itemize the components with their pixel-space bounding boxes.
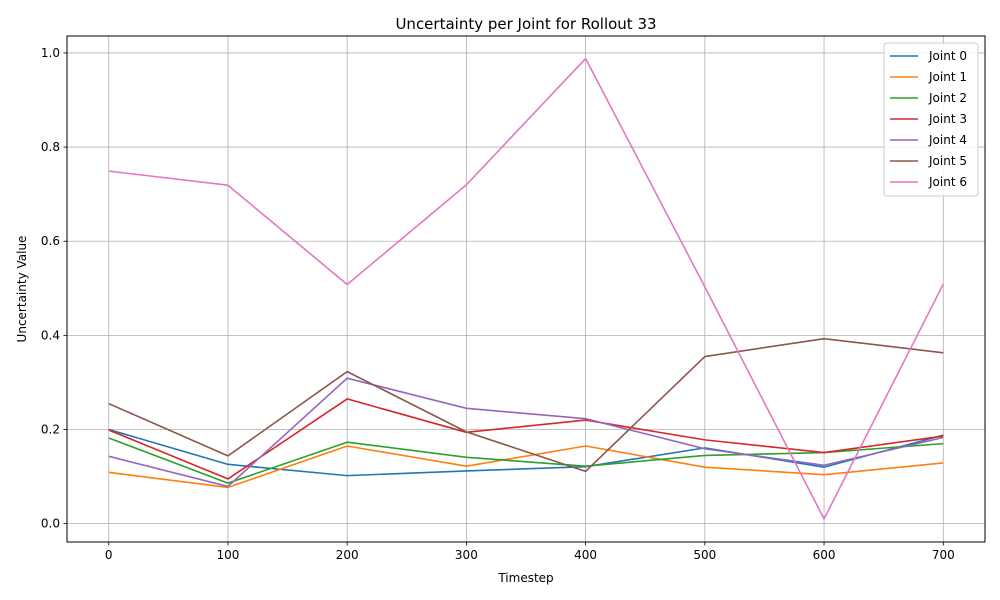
x-tick-label: 700: [932, 548, 955, 562]
y-tick-label: 0.0: [41, 517, 60, 531]
x-tick-label: 400: [574, 548, 597, 562]
legend-label: Joint 6: [928, 175, 967, 189]
y-tick-label: 1.0: [41, 46, 60, 60]
legend-label: Joint 1: [928, 70, 967, 84]
y-axis-title: Uncertainty Value: [15, 236, 29, 343]
series-line-joint-5: [108, 337, 944, 473]
y-tick-label: 0.2: [41, 423, 60, 437]
series-line-joint-1: [108, 445, 944, 489]
x-tick-label: 300: [455, 548, 478, 562]
legend-label: Joint 4: [928, 133, 967, 147]
series-line-joint-2: [108, 437, 944, 484]
series-line-joint-3: [108, 398, 944, 480]
x-tick-label: 100: [216, 548, 239, 562]
series-lines: [108, 57, 944, 520]
x-tick-label: 500: [693, 548, 716, 562]
x-tick-label: 600: [813, 548, 836, 562]
legend-box: [883, 42, 979, 197]
legend-label: Joint 2: [928, 91, 967, 105]
legend-label: Joint 5: [928, 154, 967, 168]
chart-title: Uncertainty per Joint for Rollout 33: [395, 15, 656, 33]
legend: Joint 0 Joint 1 Joint 2 Joint 3 Joint 4 Joint…: [883, 42, 979, 197]
y-tick-label: 0.6: [41, 234, 60, 248]
x-axis-title: Timestep: [497, 571, 553, 585]
series-line-joint-6: [108, 57, 944, 520]
y-tick-label: 0.4: [41, 328, 60, 342]
x-tick-label: 200: [336, 548, 359, 562]
axis-ticks: 0 100 200 300 400 500 600 700 0.0 0.2 0.4 0.6 0.8 1.0: [41, 46, 955, 562]
legend-label: Joint 0: [928, 49, 967, 63]
plot-frame: [66, 35, 986, 543]
y-tick-label: 0.8: [41, 140, 60, 154]
series-line-joint-4: [108, 377, 944, 488]
x-tick-label: 0: [105, 548, 113, 562]
grid: [67, 36, 985, 542]
legend-label: Joint 3: [928, 112, 967, 126]
